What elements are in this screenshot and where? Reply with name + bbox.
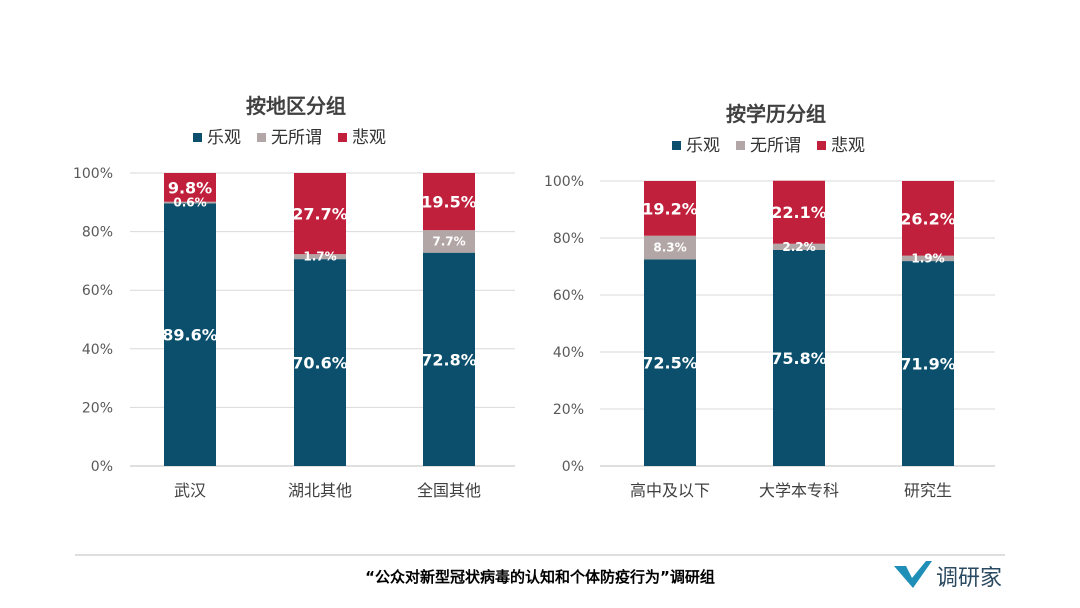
y-tick-label: 80% — [553, 231, 584, 247]
bar-segment — [773, 243, 825, 250]
x-tick-label: 研究生 — [904, 481, 952, 500]
bar-segment — [902, 261, 954, 466]
y-tick-label: 40% — [82, 342, 113, 358]
bar-segment — [773, 180, 825, 244]
bar-segment — [294, 173, 346, 255]
legend-entry: 悲观 — [831, 136, 865, 156]
y-tick-label: 100% — [544, 174, 584, 190]
brand-logo: 调研家 — [894, 561, 1002, 591]
data-label: 22.1% — [771, 203, 827, 222]
data-label: 7.7% — [432, 234, 465, 248]
data-label: 72.8% — [421, 350, 477, 369]
legend-swatch — [817, 141, 826, 150]
data-label: 75.8% — [771, 349, 827, 368]
data-label: 27.7% — [292, 205, 348, 224]
data-label: 26.2% — [900, 209, 956, 228]
y-tick-label: 20% — [553, 402, 584, 418]
legend-entry: 悲观 — [352, 128, 386, 148]
bar-segment — [423, 173, 475, 231]
legend-swatch — [193, 133, 202, 142]
bar-segment — [902, 181, 954, 256]
legend: 乐观 无所谓 悲观 — [193, 128, 386, 148]
x-tick-label: 大学本专科 — [759, 481, 839, 500]
bar-segment — [423, 230, 475, 253]
x-tick-label: 高中及以下 — [630, 481, 710, 500]
legend-entry: 无所谓 — [750, 136, 801, 156]
bar-segment — [644, 181, 696, 236]
y-tick-label: 40% — [553, 345, 584, 361]
footer-caption: “公众对新型冠状病毒的认知和个体防疫行为”调研组 — [365, 568, 715, 586]
data-label: 8.3% — [653, 241, 686, 255]
x-tick-label: 湖北其他 — [288, 481, 352, 500]
data-label: 71.9% — [900, 355, 956, 374]
legend-swatch — [338, 133, 347, 142]
y-tick-label: 60% — [82, 283, 113, 299]
legend: 乐观 无所谓 悲观 — [672, 136, 865, 156]
data-label: 9.8% — [168, 178, 212, 197]
bar-segment — [294, 254, 346, 260]
legend-swatch — [672, 141, 681, 150]
y-tick-label: 20% — [82, 400, 113, 416]
y-tick-label: 100% — [73, 166, 113, 182]
legend-swatch — [257, 133, 266, 142]
y-tick-label: 0% — [562, 459, 584, 475]
bar-segment — [773, 249, 825, 466]
bar-segment — [902, 255, 954, 262]
data-label: 19.5% — [421, 193, 477, 212]
brand-name: 调研家 — [936, 566, 1002, 591]
x-tick-label: 武汉 — [174, 481, 206, 500]
data-label: 70.6% — [292, 354, 348, 373]
data-label: 19.2% — [642, 199, 698, 218]
data-label: 2.2% — [782, 240, 815, 254]
chart-title: 按地区分组 — [246, 94, 346, 118]
data-label: 1.7% — [303, 250, 336, 264]
legend-entry: 无所谓 — [271, 128, 322, 148]
bar-segment — [644, 259, 696, 466]
bar-segment — [294, 259, 346, 466]
x-tick-label: 全国其他 — [417, 481, 481, 500]
data-label: 72.5% — [642, 354, 698, 373]
data-label: 0.6% — [173, 196, 206, 210]
data-label: 1.9% — [911, 251, 944, 265]
bar-segment — [423, 252, 475, 466]
bar-segment — [164, 203, 216, 467]
data-label: 89.6% — [162, 326, 218, 345]
bar-segment — [164, 201, 216, 204]
bar-segment — [164, 173, 216, 202]
y-tick-label: 80% — [82, 225, 113, 241]
brand-check-icon — [894, 561, 932, 588]
chart-title: 按学历分组 — [726, 102, 826, 126]
y-tick-label: 0% — [91, 459, 113, 475]
bar-segment — [644, 235, 696, 260]
y-tick-label: 60% — [553, 288, 584, 304]
legend-swatch — [736, 141, 745, 150]
legend-entry: 乐观 — [207, 128, 241, 148]
legend-entry: 乐观 — [686, 136, 720, 156]
